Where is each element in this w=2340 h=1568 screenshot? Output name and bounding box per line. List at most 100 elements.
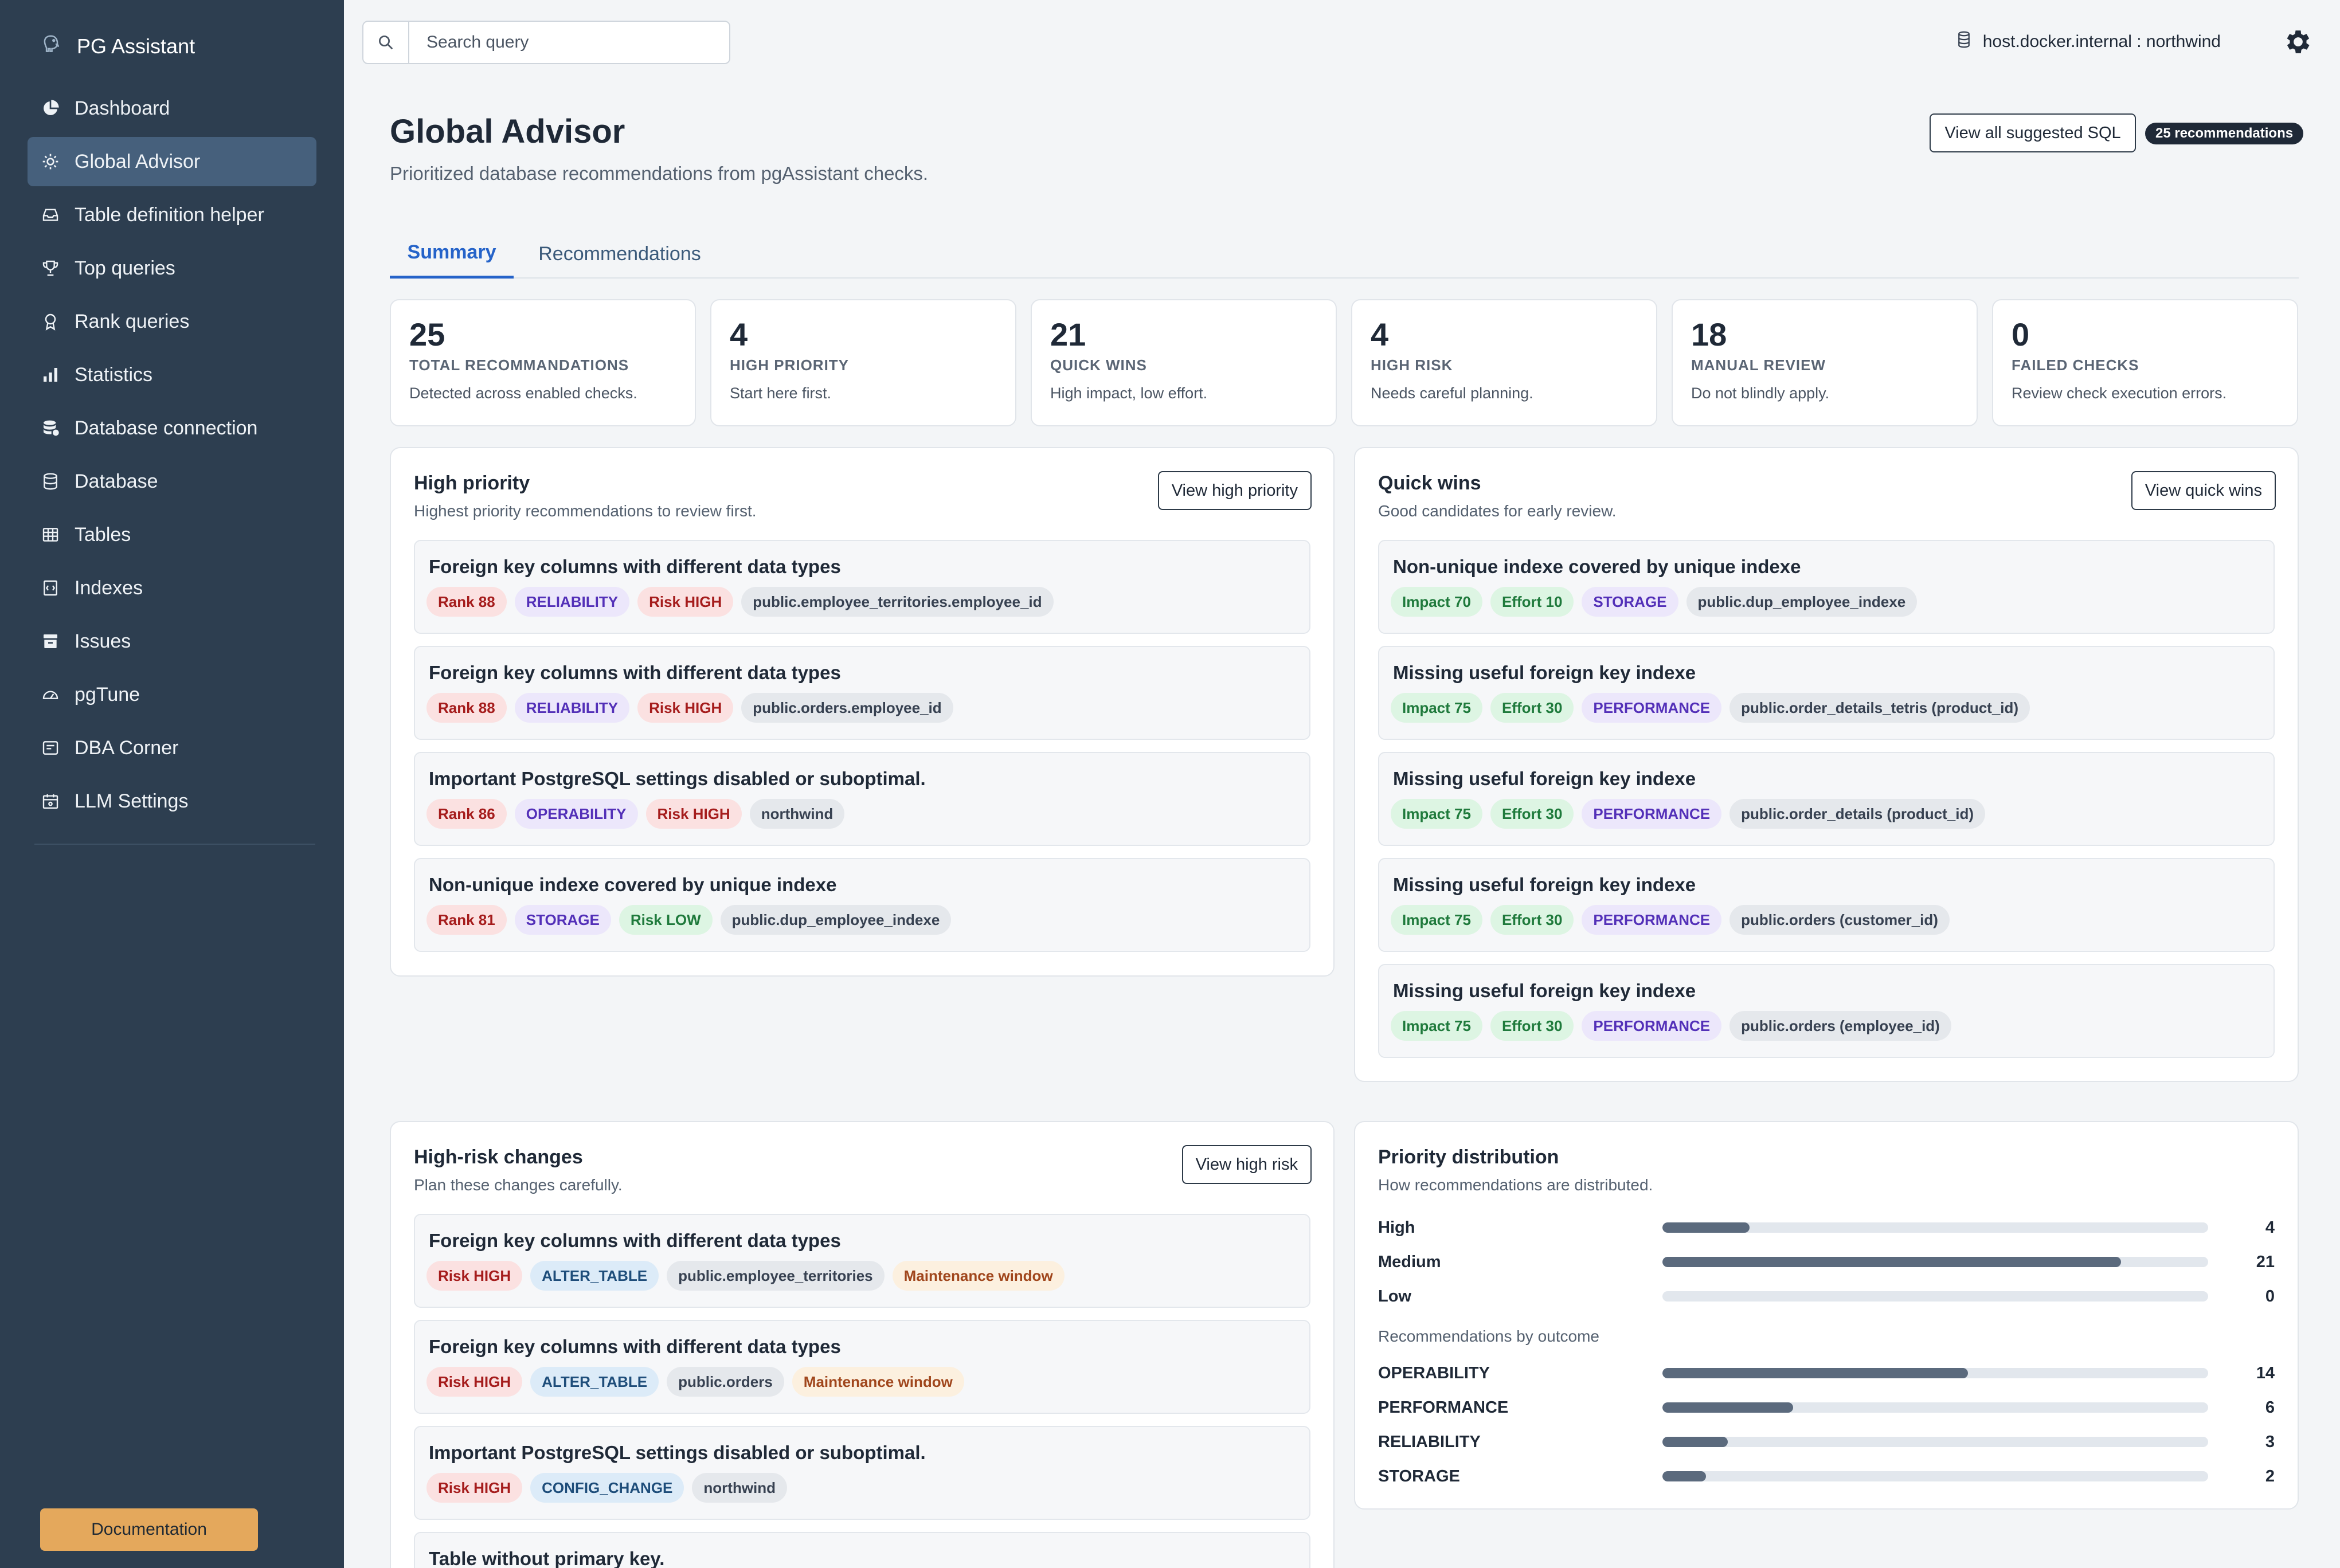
recommendation-item[interactable]: Non-unique indexe covered by unique inde…: [414, 858, 1310, 952]
stat-label: QUICK WINS: [1050, 356, 1147, 374]
distribution-bar-track: [1662, 1368, 2208, 1378]
pie-chart-icon: [41, 99, 60, 117]
tab-summary[interactable]: Summary: [390, 229, 514, 279]
tag: ALTER_TABLE: [530, 1261, 659, 1291]
search-input[interactable]: [409, 22, 729, 63]
tag: Effort 30: [1490, 693, 1574, 723]
tag: Rank 88: [426, 587, 507, 617]
panel-subtitle: How recommendations are distributed.: [1378, 1176, 1653, 1194]
stat-value: 25: [409, 316, 445, 352]
recommendation-title: Important PostgreSQL settings disabled o…: [429, 768, 926, 789]
page-title: Global Advisor: [390, 113, 625, 150]
recommendation-item[interactable]: Foreign key columns with different data …: [414, 1214, 1310, 1308]
tag-list: Risk HIGH ALTER_TABLE public.orders Mainten…: [426, 1367, 964, 1397]
recommendation-item[interactable]: Non-unique indexe covered by unique inde…: [1378, 540, 2275, 634]
inbox-icon: [41, 206, 60, 224]
recommendation-title: Foreign key columns with different data …: [429, 1230, 841, 1251]
recommendation-item[interactable]: Missing useful foreign key indexe Impact …: [1378, 646, 2275, 740]
sidebar-item-label: Database: [75, 470, 158, 492]
sidebar-item-llm-settings[interactable]: LLM Settings: [28, 777, 316, 826]
stat-value: 18: [1691, 316, 1727, 352]
recommendation-item[interactable]: Important PostgreSQL settings disabled o…: [414, 1426, 1310, 1520]
tag: public.order_details_tetris (product_id): [1729, 693, 2030, 723]
sidebar-item-database-connection[interactable]: Database connection: [28, 403, 316, 453]
distribution-count: 21: [2256, 1252, 2275, 1271]
tag: Impact 75: [1391, 1011, 1482, 1041]
database-icon: [1956, 31, 1971, 53]
sidebar-item-top-queries[interactable]: Top queries: [28, 244, 316, 293]
sidebar-item-dashboard[interactable]: Dashboard: [28, 84, 316, 133]
sidebar-item-table-definition-helper[interactable]: Table definition helper: [28, 190, 316, 240]
sun-icon: [41, 152, 60, 171]
elephant-logo-icon: [40, 33, 62, 60]
distribution-label: STORAGE: [1378, 1467, 1460, 1485]
recommendation-title: Missing useful foreign key indexe: [1393, 662, 1696, 683]
sidebar-item-dba-corner[interactable]: DBA Corner: [28, 723, 316, 773]
tag: northwind: [692, 1473, 788, 1503]
tag: public.orders.employee_id: [741, 693, 953, 723]
tag: Impact 75: [1391, 905, 1482, 935]
recommendation-item[interactable]: Missing useful foreign key indexe Impact …: [1378, 964, 2275, 1058]
tag: Rank 81: [426, 905, 507, 935]
recommendation-item[interactable]: Foreign key columns with different data …: [414, 1320, 1310, 1414]
tag: ALTER_TABLE: [530, 1367, 659, 1397]
recommendation-item[interactable]: Missing useful foreign key indexe Impact …: [1378, 752, 2275, 846]
view-quick-wins-button[interactable]: View quick wins: [2131, 471, 2276, 510]
tag: public.orders (customer_id): [1729, 905, 1950, 935]
recommendation-title: Foreign key columns with different data …: [429, 662, 841, 683]
distribution-label: Low: [1378, 1287, 1411, 1306]
distribution-row: RELIABILITY 3: [1378, 1430, 2275, 1453]
panel-title: Priority distribution: [1378, 1146, 1559, 1168]
stat-description: Needs careful planning.: [1371, 385, 1533, 402]
distribution-count: 6: [2265, 1398, 2275, 1417]
distribution-bar-fill: [1662, 1222, 1750, 1233]
sidebar-item-label: Statistics: [75, 363, 153, 386]
sidebar-item-issues[interactable]: Issues: [28, 617, 316, 666]
stat-description: Review check execution errors.: [2012, 385, 2227, 402]
tag: Risk HIGH: [637, 693, 734, 723]
panel-subtitle: Good candidates for early review.: [1378, 502, 1617, 520]
search-box: [362, 21, 730, 64]
distribution-bar-track: [1662, 1471, 2208, 1481]
sidebar-item-database[interactable]: Database: [28, 457, 316, 506]
tag: Effort 10: [1490, 587, 1574, 617]
tag: PERFORMANCE: [1582, 693, 1722, 723]
recommendation-item[interactable]: Foreign key columns with different data …: [414, 646, 1310, 740]
app-title: PG Assistant: [77, 34, 195, 58]
recommendation-title: Foreign key columns with different data …: [429, 556, 841, 577]
search-icon[interactable]: [363, 22, 409, 63]
panel-subtitle: Highest priority recommendations to revi…: [414, 502, 757, 520]
recommendation-item[interactable]: Important PostgreSQL settings disabled o…: [414, 752, 1310, 846]
stat-description: Detected across enabled checks.: [409, 385, 637, 402]
view-high-priority-button[interactable]: View high priority: [1157, 471, 1312, 510]
gear-icon[interactable]: [2283, 26, 2314, 57]
stat-label: TOTAL RECOMMANDATIONS: [409, 356, 629, 374]
archive-icon: [41, 632, 60, 650]
recommendation-item[interactable]: Table without primary key.: [414, 1532, 1310, 1568]
tag: northwind: [749, 799, 845, 829]
view-high-risk-button[interactable]: View high risk: [1181, 1145, 1312, 1184]
tag: STORAGE: [1582, 587, 1678, 617]
sidebar-item-tables[interactable]: Tables: [28, 510, 316, 559]
sidebar-item-label: Global Advisor: [75, 150, 201, 173]
sidebar-item-label: Rank queries: [75, 310, 190, 332]
stat-value: 4: [1371, 316, 1389, 352]
recommendation-item[interactable]: Foreign key columns with different data …: [414, 540, 1310, 634]
distribution-row: STORAGE 2: [1378, 1465, 2275, 1488]
distribution-bar-track: [1662, 1291, 2208, 1302]
brand[interactable]: PG Assistant: [40, 32, 195, 61]
tab-recommendations[interactable]: Recommendations: [538, 242, 701, 265]
distribution-bar-fill: [1662, 1471, 1707, 1481]
sidebar-item-global-advisor[interactable]: Global Advisor: [28, 137, 316, 186]
tag: public.dup_employee_indexe: [1686, 587, 1918, 617]
recommendation-item[interactable]: Missing useful foreign key indexe Impact …: [1378, 858, 2275, 952]
tag: public.dup_employee_indexe: [720, 905, 952, 935]
sidebar-item-pgtune[interactable]: pgTune: [28, 670, 316, 719]
sidebar-item-indexes[interactable]: Indexes: [28, 563, 316, 613]
calendar-cog-icon: [41, 792, 60, 810]
distribution-bar-track: [1662, 1257, 2208, 1267]
view-all-sql-button[interactable]: View all suggested SQL: [1930, 113, 2136, 152]
documentation-button[interactable]: Documentation: [40, 1508, 258, 1551]
sidebar-item-statistics[interactable]: Statistics: [28, 350, 316, 399]
sidebar-item-rank-queries[interactable]: Rank queries: [28, 297, 316, 346]
